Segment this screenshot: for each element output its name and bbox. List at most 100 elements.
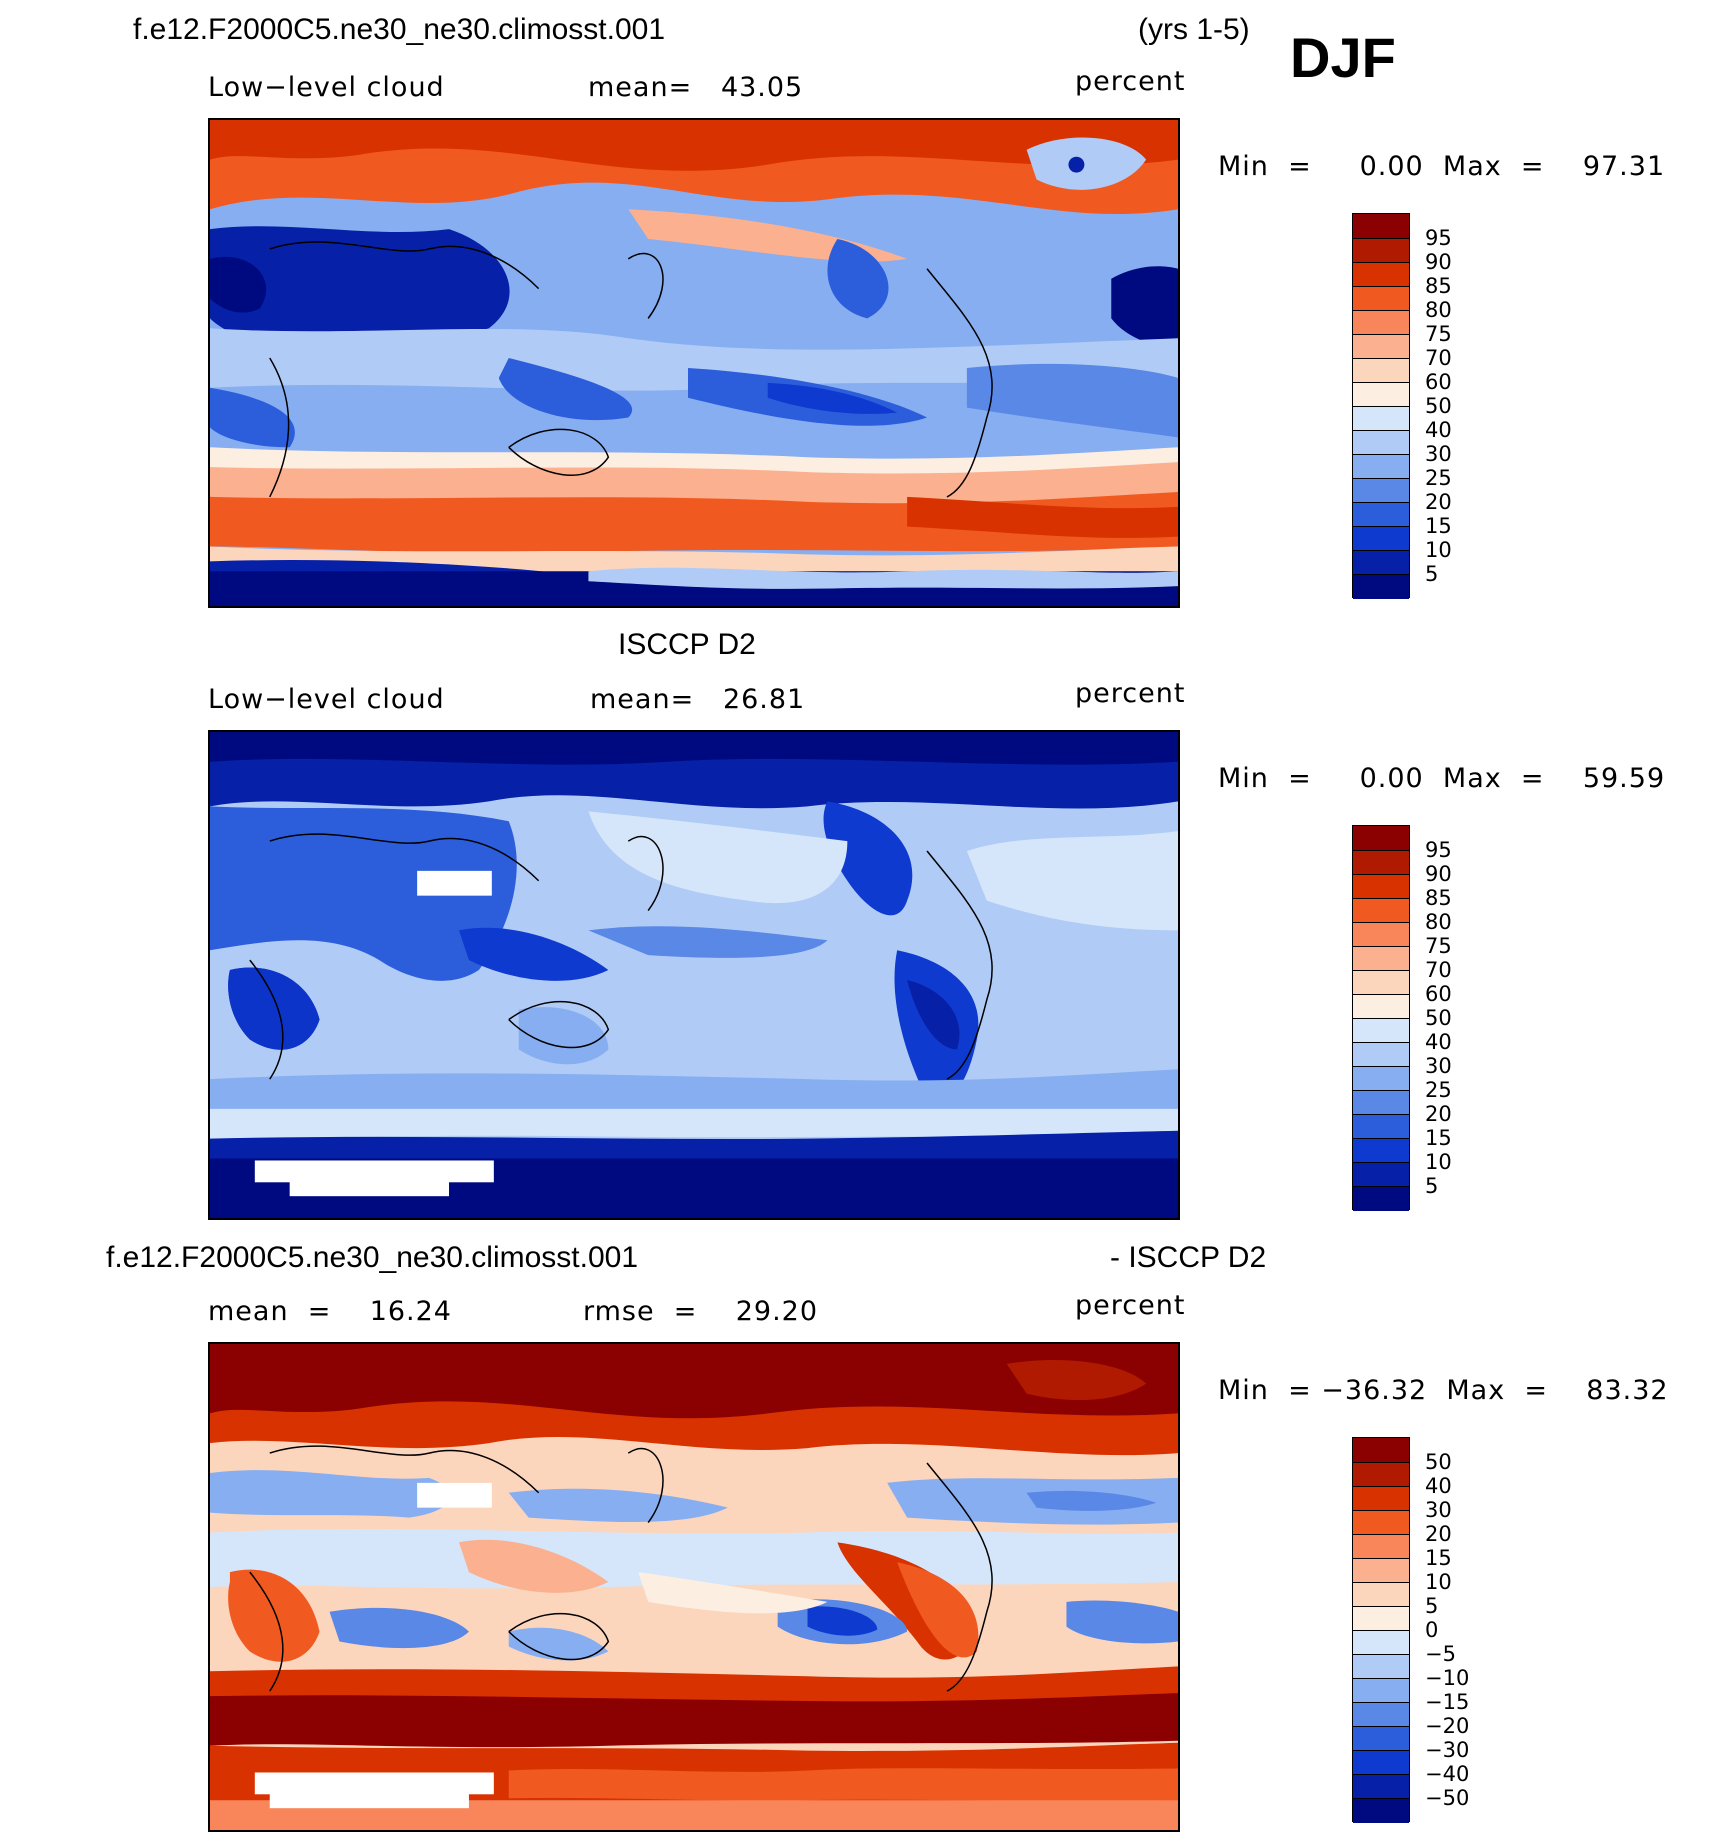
colorbar-swatch	[1353, 527, 1409, 551]
colorbar-swatch	[1353, 1751, 1409, 1775]
case-title: f.e12.F2000C5.ne30_ne30.climosst.001	[133, 13, 666, 46]
colorbar-swatch	[1353, 1583, 1409, 1607]
colorbar-tick-label: 40	[1425, 1030, 1452, 1054]
panel1-units-label: percent	[1075, 66, 1186, 97]
panel2-colorbar-labels: 95 90 85 80 75 70 60 50 40 30 25 20 15 1…	[1425, 838, 1452, 1198]
colorbar-swatch	[1353, 826, 1409, 851]
colorbar-swatch	[1353, 1163, 1409, 1187]
colorbar-swatch	[1353, 1139, 1409, 1163]
colorbar-swatch	[1353, 575, 1409, 599]
colorbar-swatch	[1353, 479, 1409, 503]
colorbar-tick-label: 10	[1425, 1150, 1452, 1174]
colorbar-tick-label: 50	[1425, 1450, 1452, 1474]
colorbar-swatch	[1353, 1438, 1409, 1463]
colorbar-swatch	[1353, 1091, 1409, 1115]
colorbar-swatch	[1353, 1607, 1409, 1631]
colorbar-tick-label: −15	[1425, 1690, 1470, 1714]
colorbar-swatch	[1353, 1187, 1409, 1211]
colorbar-tick-label: 0	[1425, 1618, 1439, 1642]
panel1-mean-label: mean= 43.05	[588, 72, 804, 103]
colorbar-swatch	[1353, 503, 1409, 527]
colorbar-tick-label: 70	[1425, 958, 1452, 982]
colorbar-swatch	[1353, 383, 1409, 407]
colorbar-tick-label: 90	[1425, 250, 1452, 274]
colorbar-swatch	[1353, 1655, 1409, 1679]
colorbar-swatch	[1353, 239, 1409, 263]
colorbar-tick-label: 80	[1425, 910, 1452, 934]
colorbar-tick-label: 15	[1425, 514, 1452, 538]
colorbar-tick-label: 25	[1425, 1078, 1452, 1102]
colorbar-swatch	[1353, 995, 1409, 1019]
colorbar-tick-label: 20	[1425, 490, 1452, 514]
panel2-mean-label: mean= 26.81	[590, 684, 806, 715]
colorbar-swatch	[1353, 947, 1409, 971]
colorbar-tick-label: 85	[1425, 274, 1452, 298]
colorbar-swatch	[1353, 1799, 1409, 1823]
colorbar-swatch	[1353, 1631, 1409, 1655]
colorbar-swatch	[1353, 899, 1409, 923]
panel3-map	[208, 1342, 1180, 1832]
colorbar-swatch	[1353, 1463, 1409, 1487]
colorbar-tick-label: −10	[1425, 1666, 1470, 1690]
colorbar-swatch	[1353, 1535, 1409, 1559]
panel2-units-label: percent	[1075, 678, 1186, 709]
colorbar-tick-label: 5	[1425, 1174, 1439, 1198]
colorbar-tick-label: 70	[1425, 346, 1452, 370]
panel3-units-label: percent	[1075, 1290, 1186, 1321]
colorbar-swatch	[1353, 851, 1409, 875]
colorbar-tick-label: 60	[1425, 982, 1452, 1006]
colorbar-tick-label: −40	[1425, 1762, 1470, 1786]
panel2-variable-label: Low−level cloud	[208, 684, 445, 715]
colorbar-swatch	[1353, 335, 1409, 359]
panel3-mean-label: mean = 16.24	[208, 1296, 452, 1327]
panel2-title: ISCCP D2	[618, 628, 756, 661]
colorbar-swatch	[1353, 359, 1409, 383]
colorbar-swatch	[1353, 1511, 1409, 1535]
panel3-colorbar-labels: 50 40 30 20 15 10 5 0 −5 −10 −15 −20 −30…	[1425, 1450, 1469, 1810]
colorbar-swatch	[1353, 1043, 1409, 1067]
colorbar-swatch	[1353, 1727, 1409, 1751]
panel3-minmax: Min = −36.32 Max = 83.32	[1218, 1375, 1669, 1406]
colorbar-tick-label: −30	[1425, 1738, 1470, 1762]
colorbar-tick-label: 90	[1425, 862, 1452, 886]
panel1-colorbar-labels: 95 90 85 80 75 70 60 50 40 30 25 20 15 1…	[1425, 226, 1452, 586]
colorbar-tick-label: 25	[1425, 466, 1452, 490]
panel2-colorbar	[1352, 825, 1410, 1211]
colorbar-tick-label: 20	[1425, 1102, 1452, 1126]
colorbar-swatch	[1353, 1487, 1409, 1511]
colorbar-swatch	[1353, 551, 1409, 575]
panel3-rmse-label: rmse = 29.20	[583, 1296, 819, 1327]
season-label: DJF	[1290, 26, 1396, 89]
colorbar-swatch	[1353, 287, 1409, 311]
panel1-colorbar	[1352, 213, 1410, 599]
colorbar-swatch	[1353, 263, 1409, 287]
colorbar-tick-label: 95	[1425, 226, 1452, 250]
colorbar-swatch	[1353, 1067, 1409, 1091]
colorbar-tick-label: 60	[1425, 370, 1452, 394]
colorbar-tick-label: 80	[1425, 298, 1452, 322]
colorbar-swatch	[1353, 407, 1409, 431]
colorbar-swatch	[1353, 875, 1409, 899]
colorbar-tick-label: 5	[1425, 1594, 1439, 1618]
colorbar-swatch	[1353, 431, 1409, 455]
colorbar-swatch	[1353, 311, 1409, 335]
colorbar-tick-label: −5	[1425, 1642, 1456, 1666]
colorbar-tick-label: 50	[1425, 1006, 1452, 1030]
panel3-colorbar	[1352, 1437, 1410, 1823]
colorbar-swatch	[1353, 1559, 1409, 1583]
colorbar-swatch	[1353, 971, 1409, 995]
colorbar-tick-label: 20	[1425, 1522, 1452, 1546]
panel3-title-left: f.e12.F2000C5.ne30_ne30.climosst.001	[106, 1241, 639, 1274]
panel2-minmax: Min = 0.00 Max = 59.59	[1218, 763, 1666, 794]
colorbar-tick-label: 40	[1425, 1474, 1452, 1498]
colorbar-swatch	[1353, 214, 1409, 239]
colorbar-swatch	[1353, 1703, 1409, 1727]
colorbar-tick-label: 10	[1425, 1570, 1452, 1594]
colorbar-tick-label: 75	[1425, 322, 1452, 346]
colorbar-tick-label: −20	[1425, 1714, 1470, 1738]
colorbar-swatch	[1353, 1115, 1409, 1139]
colorbar-tick-label: 40	[1425, 418, 1452, 442]
colorbar-tick-label: 85	[1425, 886, 1452, 910]
panel3-title-right: - ISCCP D2	[1110, 1241, 1267, 1274]
colorbar-swatch	[1353, 923, 1409, 947]
